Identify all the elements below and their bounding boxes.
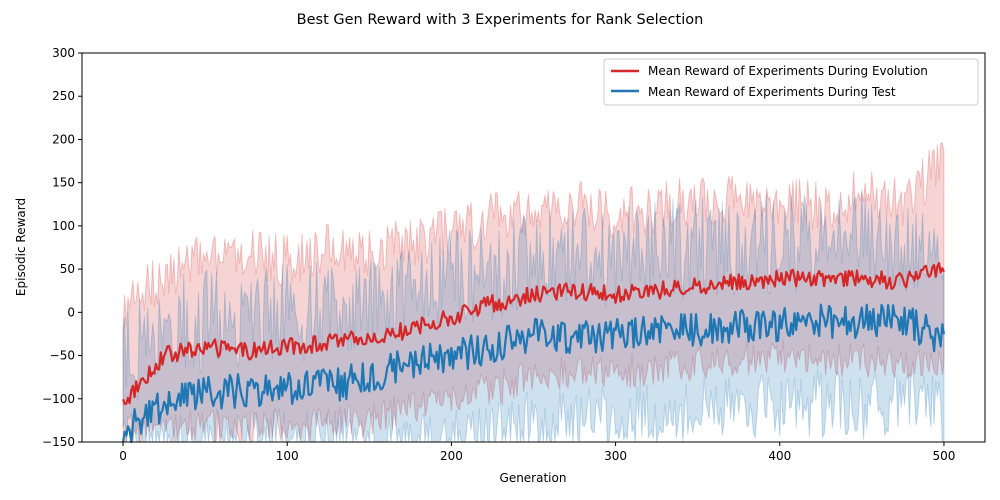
y-tick-label: 250 xyxy=(52,89,75,103)
y-tick-label: 0 xyxy=(67,305,75,319)
line-evolution xyxy=(122,261,945,405)
legend-box xyxy=(603,58,979,106)
x-axis-label: Generation xyxy=(500,471,567,485)
plot-area xyxy=(81,52,986,444)
line-test xyxy=(121,303,946,444)
legend-label-test: Mean Reward of Experiments During Test xyxy=(648,85,896,99)
x-tick-label: 0 xyxy=(119,449,127,463)
x-tick-label: 200 xyxy=(440,449,463,463)
y-axis-ticks: −150 −100 −50 0 50 100 150 200 250 300 xyxy=(42,46,82,449)
y-tick-label: −50 xyxy=(50,349,75,363)
x-tick-label: 400 xyxy=(768,449,791,463)
y-tick-label: 50 xyxy=(60,262,75,276)
x-tick-label: 100 xyxy=(276,449,299,463)
y-tick-label: −100 xyxy=(42,392,75,406)
x-tick-label: 500 xyxy=(933,449,956,463)
mean-lines xyxy=(121,261,946,444)
y-tick-label: 100 xyxy=(52,219,75,233)
chart-title: Best Gen Reward with 3 Experiments for R… xyxy=(297,12,704,28)
x-tick-label: 300 xyxy=(604,449,627,463)
legend: Mean Reward of Experiments During Evolut… xyxy=(603,58,979,106)
y-tick-label: 300 xyxy=(52,46,75,60)
y-tick-label: 200 xyxy=(52,132,75,146)
axes-frame xyxy=(81,52,986,443)
x-axis-ticks: 0 100 200 300 400 500 xyxy=(119,442,955,463)
legend-label-evolution: Mean Reward of Experiments During Evolut… xyxy=(648,64,928,78)
y-tick-label: 150 xyxy=(52,176,75,190)
y-axis-label: Episodic Reward xyxy=(14,198,28,296)
y-tick-label: −150 xyxy=(42,435,75,449)
